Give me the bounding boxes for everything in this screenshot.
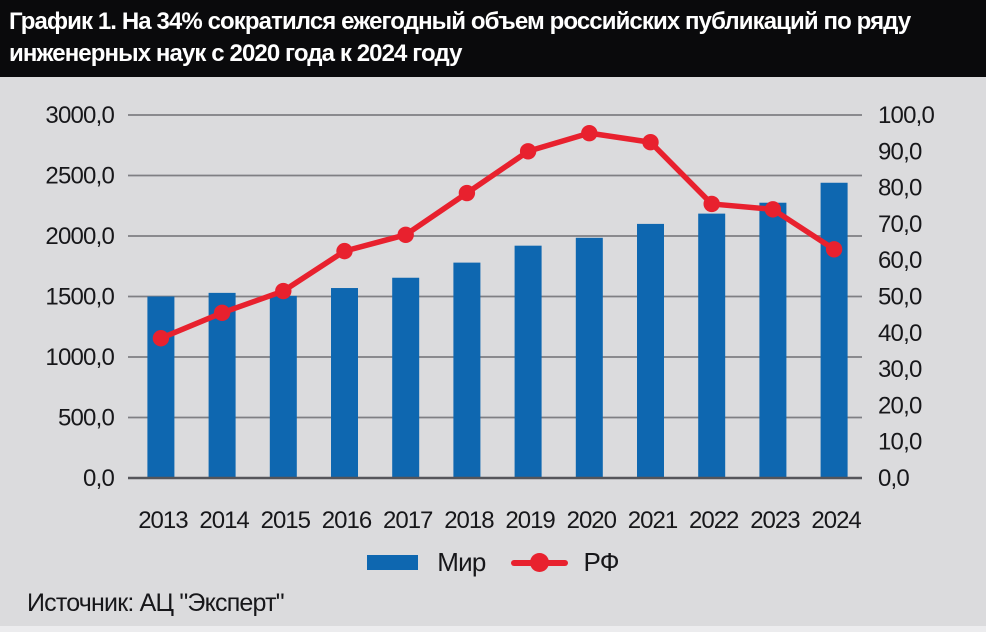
legend-label-rf: РФ	[583, 547, 620, 577]
bar-2021	[637, 223, 664, 478]
line-series-rf	[158, 130, 837, 341]
legend-bar-swatch	[367, 554, 419, 570]
line-marker-2013	[152, 330, 170, 347]
left-axis-tick-3000,0: 3000,0	[45, 102, 114, 129]
left-axis-tick-0,0: 0,0	[83, 465, 114, 492]
x-axis-label-2019: 2019	[505, 507, 555, 534]
right-axis-tick-0,0: 0,0	[878, 465, 909, 492]
bar-2013	[147, 296, 175, 478]
bar-2024	[820, 182, 848, 478]
chart-title-line-2: инженерных наук с 2020 года к 2024 году	[9, 40, 462, 67]
right-axis-tick-50,0: 50,0	[878, 284, 922, 311]
source-note: Источник: АЦ "Эксперт"	[27, 589, 285, 617]
bar-2023	[759, 202, 787, 478]
right-axis-tick-60,0: 60,0	[878, 247, 922, 274]
chart-area: 0,0 500,0 1000,0 1500,0 2000,0 2500,0 3000,0 0,…	[0, 77, 986, 632]
x-axis-label-2017: 2017	[383, 507, 433, 534]
chart-title-line-1: График 1. На 34% сократился ежегодный об…	[9, 8, 911, 35]
legend-line-swatch	[510, 552, 568, 572]
legend-label-world: Мир	[437, 547, 486, 577]
bar-2020	[575, 237, 603, 478]
line-marker-2018	[458, 184, 476, 202]
line-marker-2021	[642, 134, 659, 151]
line-marker-2017	[397, 226, 414, 243]
bottom-edge-strip	[0, 626, 986, 632]
line-marker-2024	[825, 241, 843, 258]
line-marker-2023	[764, 201, 782, 218]
x-axis-label-2023: 2023	[750, 507, 800, 534]
bar-2014	[208, 292, 236, 478]
line-marker-2014	[213, 304, 231, 322]
x-axis-label-2021: 2021	[628, 507, 678, 534]
x-axis-label-2013: 2013	[138, 507, 188, 534]
x-axis-label-2022: 2022	[689, 507, 739, 534]
right-axis-tick-80,0: 80,0	[878, 175, 922, 202]
line-marker-2022	[703, 195, 720, 213]
bar-2016	[331, 288, 358, 478]
chart-title: График 1. На 34% сократился ежегодный об…	[0, 0, 986, 70]
line-marker-2016	[336, 242, 353, 260]
line-marker-2015	[275, 282, 292, 300]
line-marker-2020	[581, 124, 598, 142]
right-axis-tick-20,0: 20,0	[878, 392, 922, 419]
x-axis-label-2020: 2020	[567, 507, 617, 534]
right-axis-tick-30,0: 30,0	[878, 356, 922, 383]
right-axis-tick-70,0: 70,0	[878, 211, 922, 238]
legend-line-dot-icon	[529, 552, 549, 572]
chart-legend: Мир РФ	[0, 548, 986, 576]
left-axis-tick-1500,0: 1500,0	[45, 284, 114, 311]
right-axis-tick-10,0: 10,0	[878, 429, 922, 456]
left-axis-tick-2000,0: 2000,0	[45, 223, 114, 250]
bar-2022	[698, 213, 726, 479]
x-axis-label-2015: 2015	[261, 507, 311, 534]
bar-2015	[269, 295, 297, 478]
left-axis-tick-1000,0: 1000,0	[45, 344, 114, 371]
line-marker-2019	[519, 143, 537, 160]
bar-2017	[392, 277, 420, 478]
x-axis-label-2014: 2014	[199, 507, 249, 534]
x-axis-label-2018: 2018	[444, 507, 494, 534]
bar-2018	[453, 262, 481, 478]
bar-2019	[514, 245, 542, 478]
right-axis-tick-100,0: 100,0	[878, 102, 935, 129]
right-axis-tick-40,0: 40,0	[878, 320, 922, 347]
left-axis-tick-2500,0: 2500,0	[45, 163, 114, 190]
x-axis-label-2016: 2016	[322, 507, 372, 534]
left-axis-tick-500,0: 500,0	[58, 405, 115, 432]
right-axis-tick-90,0: 90,0	[878, 138, 922, 165]
chart-title-bar: График 1. На 34% сократился ежегодный об…	[0, 0, 986, 77]
x-axis-label-2024: 2024	[811, 507, 861, 534]
combo-chart-plot: 0,0 500,0 1000,0 1500,0 2000,0 2500,0 3000,0 0,…	[45, 102, 935, 534]
